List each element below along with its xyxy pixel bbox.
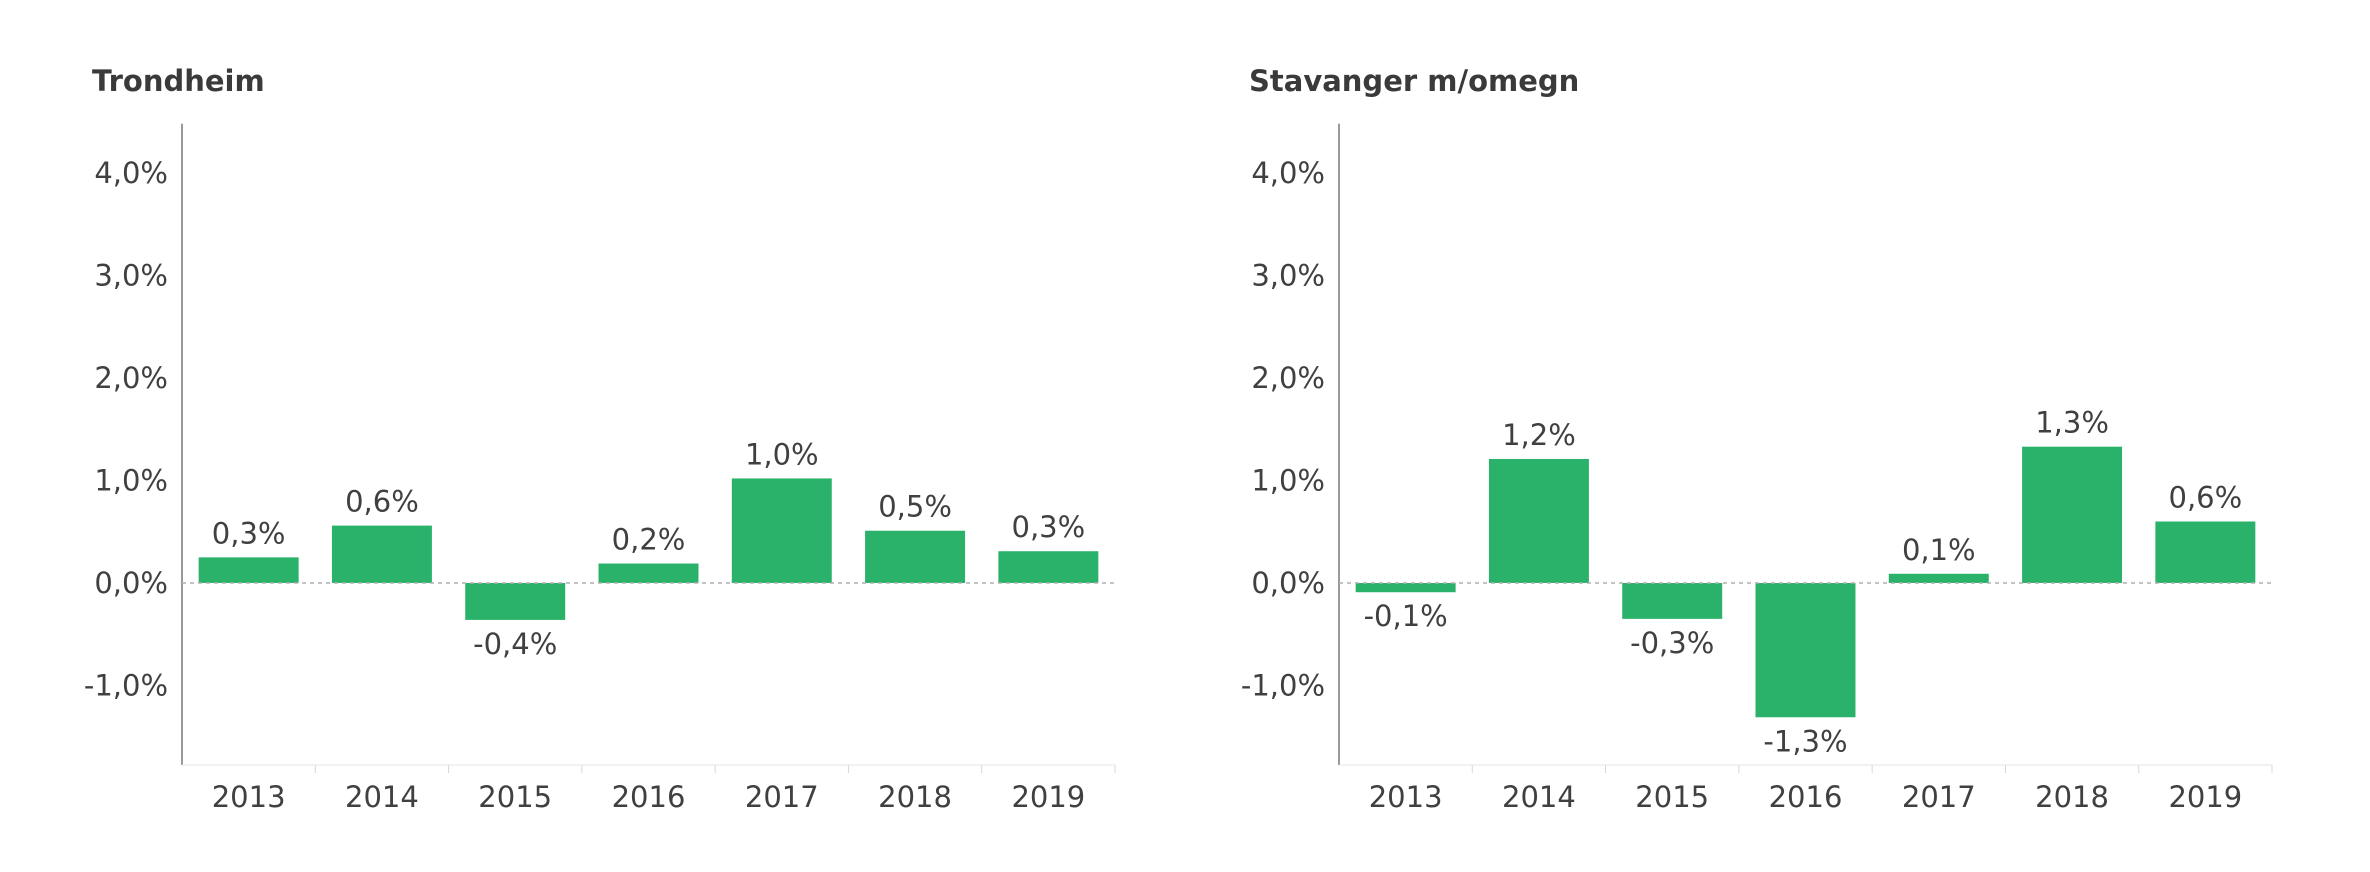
bar [198,557,299,583]
chart-panel-stavanger: Stavanger m/omegn 4,0% 3,0% 2,0% 1,0% 0,0% -1… [1157,0,2337,872]
bar [865,530,966,583]
bar-chart-stavanger: 4,0% 3,0% 2,0% 1,0% 0,0% -1,0% -0,1% 2013 1,2% 20… [1241,123,2273,814]
y-tick-label: 3,0% [94,259,168,293]
data-label: -0,4% [473,627,557,661]
bar [2155,521,2256,583]
bar-chart-trondheim: 4,0% 3,0% 2,0% 1,0% 0,0% -1,0% 0,3% 2013 0,6% 201… [84,123,1116,814]
bar [1622,583,1723,619]
x-tick-label: 2016 [1769,780,1843,814]
bar [1888,573,1989,583]
x-tick-label: 2017 [1902,780,1976,814]
data-label: 0,1% [1902,533,1976,567]
chart-title: Stavanger m/omegn [1249,64,1580,98]
y-tick-label: 4,0% [1251,156,1325,190]
x-tick-label: 2016 [612,780,686,814]
data-label: 1,3% [2035,406,2109,440]
x-tick-label: 2014 [345,780,419,814]
data-label: 0,6% [345,485,419,519]
data-label: -1,3% [1763,724,1847,758]
bar [331,525,432,583]
data-label: -0,1% [1364,599,1448,633]
x-tick-label: 2014 [1502,780,1576,814]
x-tick-label: 2013 [212,780,286,814]
data-label: 0,3% [1012,510,1086,544]
x-tick-label: 2019 [2168,780,2242,814]
chart-panel-trondheim: Trondheim 4,0% 3,0% 2,0% 1,0% 0,0% -1,0% 0,3% 2… [0,0,1180,872]
bar [998,551,1099,583]
x-tick-label: 2015 [478,780,552,814]
x-tick-label: 2017 [745,780,819,814]
data-label: 1,0% [745,437,819,471]
bar [1755,583,1856,718]
x-tick-label: 2018 [2035,780,2109,814]
data-label: -0,3% [1630,626,1714,660]
y-tick-label: -1,0% [1241,669,1325,703]
x-tick-label: 2019 [1011,780,1085,814]
x-tick-label: 2015 [1635,780,1709,814]
x-tick-label: 2018 [878,780,952,814]
data-label: 0,3% [212,516,286,550]
y-tick-label: 1,0% [94,464,168,498]
bar [1355,583,1456,593]
bar [465,583,566,620]
data-label: 0,2% [612,523,686,557]
chart-title: Trondheim [92,64,265,98]
bar [2022,446,2123,583]
data-label: 1,2% [1502,418,1576,452]
data-label: 0,6% [2169,481,2243,515]
y-tick-label: 2,0% [1251,361,1325,395]
bar [731,478,832,583]
bar [1488,458,1589,583]
x-tick-label: 2013 [1369,780,1443,814]
bar [598,563,699,583]
y-tick-label: 0,0% [1251,566,1325,600]
y-tick-label: 2,0% [94,361,168,395]
y-tick-label: 4,0% [94,156,168,190]
y-tick-label: 1,0% [1251,464,1325,498]
data-label: 0,5% [878,490,952,524]
y-tick-label: 0,0% [94,566,168,600]
y-tick-label: 3,0% [1251,259,1325,293]
y-tick-label: -1,0% [84,669,168,703]
